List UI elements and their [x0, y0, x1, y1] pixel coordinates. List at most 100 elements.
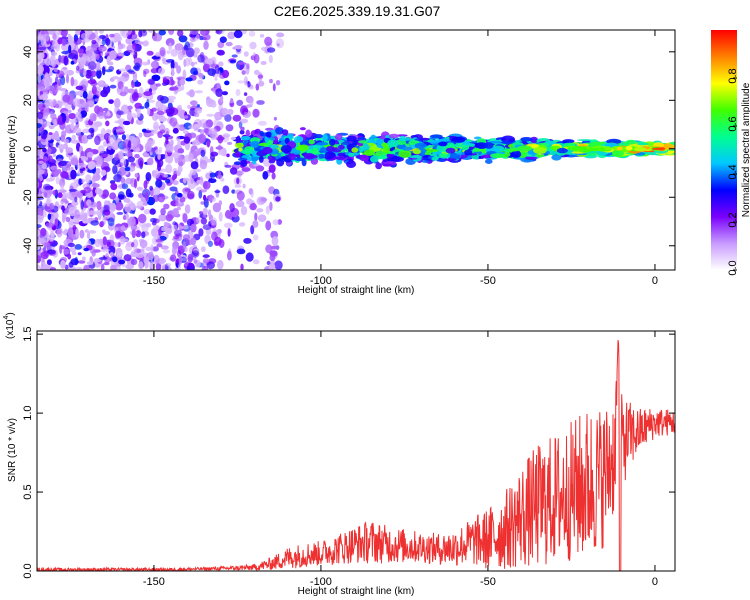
spectrogram-noise-blob	[210, 217, 217, 226]
spectrogram-noise-blob	[126, 44, 136, 53]
spectrogram-noise-blob	[135, 230, 142, 238]
spectrogram-noise-blob	[146, 157, 154, 166]
spectrogram-noise-blob	[177, 30, 184, 37]
spectrogram-noise-blob	[127, 140, 132, 149]
spectrogram-noise-blob	[269, 78, 273, 84]
spectrogram-noise-blob	[45, 178, 54, 182]
spectrogram-signal-blob	[305, 129, 313, 138]
spectrogram-noise-blob	[182, 234, 190, 241]
spectrogram-noise-blob	[72, 224, 77, 231]
spectrogram-noise-blob	[229, 100, 234, 104]
spectrogram-noise-blob	[98, 45, 107, 52]
spectrogram-noise-blob	[145, 172, 152, 182]
spectrogram-noise-blob	[86, 261, 94, 265]
spectrogram-noise-blob	[62, 248, 70, 255]
spectrogram-noise-blob	[226, 153, 230, 158]
spectrogram-noise-blob	[139, 239, 148, 249]
spectrogram-noise-blob	[252, 234, 259, 241]
spectrogram-noise-blob	[182, 241, 187, 251]
spectrogram-noise-blob	[187, 190, 195, 199]
spectrogram-noise-blob	[37, 127, 40, 137]
spectrogram-noise-blob	[272, 219, 279, 226]
spectrogram-noise-blob	[245, 252, 254, 262]
spectrogram-noise-blob	[264, 36, 273, 46]
y-tick-label: 0.5	[22, 484, 34, 499]
spectrogram-signal-blob	[391, 156, 404, 163]
spectrogram-noise-blob	[242, 183, 246, 189]
spectrogram-noise-blob	[227, 250, 232, 261]
spectrogram-noise-blob	[106, 55, 111, 65]
spectrogram-noise-blob	[133, 178, 138, 189]
spectrogram-noise-blob	[209, 194, 213, 203]
spectrogram-signal-blob	[370, 155, 379, 163]
spectrogram-noise-blob	[218, 200, 223, 206]
spectrogram-noise-blob	[250, 225, 255, 235]
spectrogram-noise-blob	[160, 208, 166, 216]
spectrogram-noise-blob	[161, 82, 168, 86]
spectrogram-noise-blob	[127, 105, 133, 110]
spectrogram-noise-blob	[62, 66, 68, 70]
spectrogram-noise-blob	[191, 151, 200, 157]
spectrogram-noise-blob	[231, 189, 236, 194]
spectrogram-signal-blob	[358, 140, 368, 144]
spectrogram-noise-blob	[242, 30, 247, 35]
spectrogram-noise-blob	[227, 31, 236, 40]
spectrogram-signal-blob	[533, 147, 547, 154]
spectrogram-noise-blob	[271, 236, 279, 246]
spectrogram-noise-blob	[243, 237, 252, 244]
spectrogram-noise-blob	[56, 30, 62, 36]
spectrogram-signal-blob	[625, 145, 633, 151]
spectrogram-noise-blob	[265, 244, 273, 254]
spectrogram-noise-blob	[229, 59, 237, 64]
spectrogram-noise-blob	[52, 153, 57, 157]
spectrogram-noise-blob	[217, 259, 224, 270]
spectrogram-noise-blob	[190, 67, 198, 75]
spectrogram-noise-blob	[94, 238, 101, 248]
spectrogram-noise-blob	[138, 222, 147, 228]
spectrogram-noise-blob	[90, 47, 98, 52]
spectrogram-noise-blob	[160, 245, 169, 250]
colorbar-tick-label: 0.4	[727, 164, 739, 179]
spectrogram-noise-blob	[187, 104, 191, 110]
spectrogram-noise-blob	[136, 200, 144, 210]
spectrogram-noise-blob	[121, 183, 129, 190]
spectrogram-noise-blob	[237, 61, 245, 65]
spectrogram-noise-blob	[143, 180, 148, 190]
spectrogram-noise-blob	[127, 156, 135, 163]
spectrogram-noise-blob	[223, 222, 233, 228]
spectrogram-noise-blob	[91, 39, 97, 45]
spectrogram-noise-blob	[42, 210, 47, 218]
spectrogram-noise-blob	[47, 249, 56, 255]
snr-frame	[36, 330, 676, 572]
spectrogram-noise-blob	[247, 81, 251, 88]
spectrogram-noise-blob	[202, 33, 211, 41]
spectrogram-noise-blob	[188, 132, 197, 139]
spectrogram-noise-blob	[224, 109, 234, 114]
spectrogram-noise-blob	[275, 80, 281, 86]
spectrogram-noise-blob	[193, 53, 198, 58]
spectrogram-noise-blob	[213, 119, 220, 128]
spectrogram-noise-blob	[240, 118, 249, 124]
spectrogram-signal-blob	[583, 148, 591, 152]
spectrogram-noise-blob	[92, 173, 101, 182]
spectrogram-noise-blob	[141, 61, 149, 66]
spectrogram-signal-blob	[294, 157, 306, 162]
spectrogram-noise-blob	[44, 72, 49, 81]
spectrogram-noise-blob	[56, 135, 60, 141]
spectrogram-noise-blob	[144, 261, 149, 269]
spectrogram-signal-blob	[431, 156, 439, 161]
spectrogram-signal-blob	[243, 140, 248, 146]
spectrogram-signal-blob	[378, 155, 388, 160]
spectrogram-noise-blob	[143, 256, 149, 265]
spectrogram-noise-blob	[156, 243, 163, 248]
spectrogram-noise-blob	[50, 51, 58, 57]
spectrogram-noise-blob	[200, 135, 205, 144]
spectrogram-noise-blob	[136, 186, 144, 191]
snr-ticks: -150 -100 -50 0 0.0 0.5 1.0 1.5	[22, 327, 675, 588]
spectrogram-signal-blob	[551, 154, 562, 161]
spectrogram-noise-blob	[134, 153, 140, 159]
spectrogram-signal-blob	[577, 139, 593, 142]
spectrogram-signal-blob	[241, 167, 251, 172]
spectrogram-signal-blob	[269, 137, 276, 141]
spectrogram-noise-blob	[108, 134, 116, 144]
